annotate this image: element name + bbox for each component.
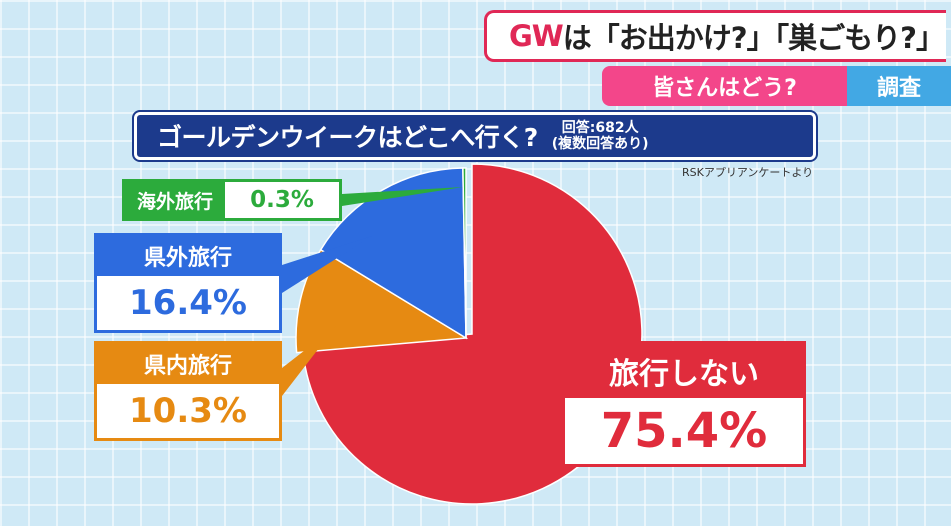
label-kengai: 県外旅行 16.4% — [94, 233, 282, 333]
respondents-note: (複数回答あり) — [551, 136, 649, 152]
label-kennai-value: 10.3% — [97, 384, 279, 438]
leader-kennai — [282, 326, 336, 396]
respondents-info: 回答:682人 (複数回答あり) — [552, 120, 649, 152]
label-kaigai-value: 0.3% — [225, 182, 339, 218]
label-shinai-name: 旅行しない — [565, 344, 803, 398]
subheadline: 皆さんはどう? — [602, 66, 847, 106]
leader-kengai — [282, 236, 372, 293]
chart-title: ゴールデンウイークはどこへ行く? — [157, 123, 538, 152]
pie-slice-kengai — [319, 167, 467, 340]
headline-banner: GW は「お出かけ?」「巣ごもり?」 — [484, 10, 946, 62]
label-kengai-name: 県外旅行 — [97, 236, 279, 276]
headline-gw: GW — [509, 19, 564, 53]
label-shinai: 旅行しない 75.4% — [562, 341, 806, 467]
chart-title-bar: ゴールデンウイークはどこへ行く? 回答:682人 (複数回答あり) — [134, 112, 816, 160]
pie-slice-kennai — [295, 248, 469, 354]
survey-tag: 調査 — [847, 66, 951, 106]
label-kennai-name: 県内旅行 — [97, 344, 279, 384]
source-note: RSKアプリアンケートより — [682, 166, 814, 179]
leader-kaigai — [342, 187, 463, 206]
headline-text: は「お出かけ?」「巣ごもり?」 — [562, 21, 945, 55]
label-kaigai: 海外旅行 0.3% — [122, 179, 342, 221]
respondents-count: 回答:682人 — [561, 120, 639, 136]
label-kennai: 県内旅行 10.3% — [94, 341, 282, 441]
pie-slice-kaigai — [462, 167, 467, 339]
label-kaigai-name: 海外旅行 — [136, 190, 213, 213]
label-kengai-value: 16.4% — [97, 276, 279, 330]
label-shinai-value: 75.4% — [565, 398, 803, 464]
